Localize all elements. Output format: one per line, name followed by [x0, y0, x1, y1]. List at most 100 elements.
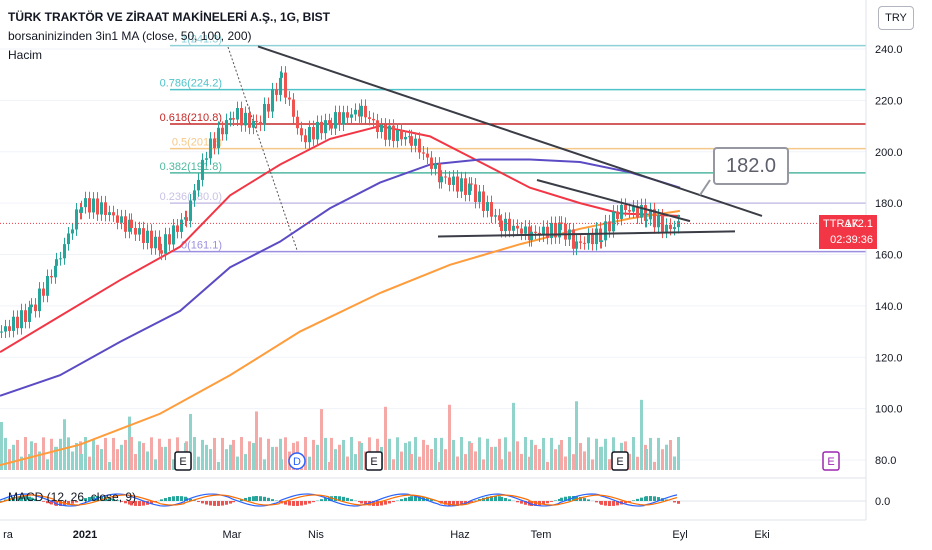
candle-body: [516, 225, 519, 229]
volume-indicator-label[interactable]: Hacim: [8, 48, 43, 62]
macd-line: [0, 493, 678, 507]
candle-body: [448, 177, 451, 185]
macd-histogram-bar: [380, 501, 383, 506]
volume-bar: [16, 439, 19, 470]
volume-bar: [213, 437, 216, 470]
volume-bar: [444, 449, 447, 470]
candle-body: [104, 202, 107, 215]
dividend-marker: [288, 452, 306, 470]
candle-body: [292, 99, 295, 117]
macd-histogram-bar: [392, 501, 395, 503]
candle-body: [328, 120, 331, 125]
volume-bar: [28, 454, 31, 470]
volume-bar: [661, 449, 664, 470]
last-price-tag: TTRAK 172.1 02:39:36: [819, 215, 877, 249]
macd-histogram-bar: [572, 496, 575, 501]
macd-histogram-bar: [116, 500, 119, 501]
volume-bar: [160, 446, 163, 470]
candle-body: [312, 127, 315, 140]
volume-bar: [498, 438, 501, 470]
volume-bar: [92, 439, 95, 470]
volume-bar: [275, 446, 278, 470]
price-tick-label: 100.0: [875, 404, 903, 416]
volume-bar: [524, 437, 527, 470]
candle-body: [134, 227, 137, 235]
volume-bar: [440, 437, 443, 470]
candle-body: [63, 244, 66, 259]
price-tick-label: 220.0: [875, 95, 903, 107]
macd-histogram-bar: [376, 501, 379, 506]
candle-body: [657, 215, 660, 228]
candle-body: [197, 179, 200, 191]
candle-body: [324, 120, 327, 134]
candle-body: [308, 127, 311, 143]
macd-histogram-bar: [338, 496, 341, 501]
macd-histogram-bar: [414, 496, 417, 501]
candle-body: [400, 130, 403, 140]
candle-body: [460, 178, 463, 192]
candle-body: [12, 316, 15, 331]
candle-body: [342, 112, 345, 125]
volume-bar: [494, 446, 497, 470]
candle-body: [673, 227, 676, 229]
candle-body: [80, 207, 83, 213]
macd-histogram-bar: [168, 496, 171, 501]
candle-body: [587, 234, 590, 244]
volume-bar: [229, 444, 232, 470]
earnings-marker: [174, 451, 192, 471]
candle-body: [490, 202, 493, 217]
macd-histogram-bar: [304, 501, 307, 505]
macd-histogram-bar: [71, 501, 74, 504]
volume-bar: [124, 439, 127, 470]
macd-indicator-label[interactable]: MACD (12, 26, close, 9): [8, 490, 137, 504]
volume-bar: [579, 443, 582, 470]
price-tag-countdown: 02:39:36: [830, 234, 873, 246]
volume-bar: [134, 454, 137, 470]
volume-bar: [205, 444, 208, 470]
volume-bar: [338, 444, 341, 470]
macd-histogram-bar: [271, 499, 274, 501]
support-line: [437, 230, 736, 238]
macd-histogram-bar: [16, 496, 19, 501]
volume-bar: [587, 437, 590, 470]
candle-body: [244, 112, 247, 126]
candle-body: [124, 216, 127, 232]
symbol-title[interactable]: TÜRK TRAKTÖR VE ZİRAAT MAKİNELERİ A.Ş., …: [8, 10, 331, 24]
volume-bar: [63, 419, 66, 470]
volume-bar: [669, 439, 672, 470]
currency-button[interactable]: TRY: [878, 6, 914, 30]
volume-bar: [225, 449, 228, 470]
volume-bar: [20, 456, 23, 470]
macd-histogram-bar: [418, 496, 421, 501]
candle-body: [665, 224, 668, 232]
volume-bar: [354, 454, 357, 470]
volume-bar: [512, 402, 515, 470]
event-marker-label: D: [293, 456, 301, 468]
candle-body: [464, 178, 467, 195]
volume-bar: [221, 437, 224, 470]
macd-histogram-bar: [308, 501, 311, 504]
ma-indicator-label[interactable]: borsaninizinden 3in1 MA (close, 50, 100,…: [8, 29, 252, 43]
volume-bar: [116, 449, 119, 470]
candle-body: [225, 120, 228, 135]
volume-bar: [96, 444, 99, 470]
macd-histogram-bar: [452, 501, 455, 506]
candle-body: [426, 153, 429, 158]
candle-body: [146, 230, 149, 243]
candle-body: [271, 89, 274, 112]
macd-histogram-bar: [92, 496, 95, 501]
macd-histogram-bar: [292, 501, 295, 506]
candle-body: [360, 105, 363, 117]
price-tag-symbol: TTRAK: [823, 218, 860, 230]
time-tick-label: Tem: [531, 529, 552, 541]
candle-body: [320, 121, 323, 134]
volume-bar: [138, 441, 141, 470]
macd-histogram-bar: [616, 501, 619, 506]
price-callout[interactable]: 182.0: [713, 147, 789, 185]
volume-bar: [508, 451, 511, 470]
time-tick-label: Eyl: [672, 529, 687, 541]
volume-bar: [320, 409, 323, 470]
volume-bar: [172, 459, 175, 470]
candle-body: [158, 236, 161, 251]
